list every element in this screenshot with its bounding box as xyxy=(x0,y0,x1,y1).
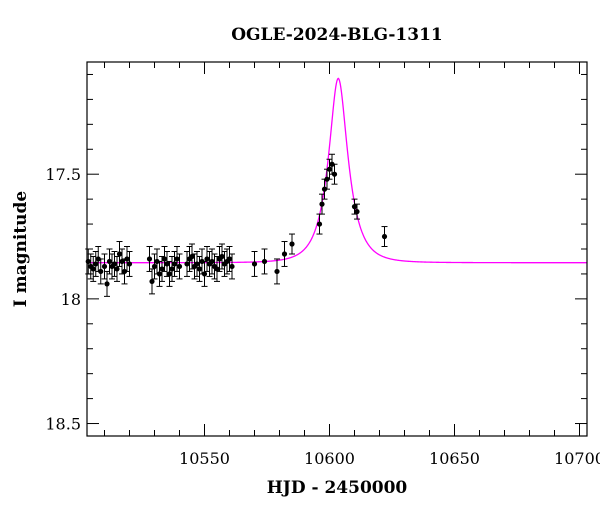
data-point xyxy=(261,248,268,275)
point-marker xyxy=(251,261,258,267)
data-point xyxy=(171,250,178,277)
point-marker xyxy=(381,233,388,240)
data-point xyxy=(161,246,168,272)
point-marker xyxy=(116,251,123,257)
data-point xyxy=(119,248,125,275)
point-marker xyxy=(119,258,125,265)
data-point xyxy=(176,253,183,280)
y-axis-label: I magnitude xyxy=(11,191,31,308)
data-point xyxy=(326,158,333,180)
point-marker xyxy=(281,251,288,257)
x-tick-label: 10700 xyxy=(554,449,600,468)
point-marker xyxy=(146,256,153,262)
data-point xyxy=(124,246,130,272)
point-marker xyxy=(319,201,325,207)
data-point xyxy=(281,241,288,267)
x-tick-label: 10650 xyxy=(429,449,480,468)
point-marker xyxy=(194,261,200,267)
point-marker xyxy=(124,256,130,262)
point-marker xyxy=(189,253,195,260)
data-point xyxy=(151,253,158,280)
data-point xyxy=(126,250,133,277)
data-point xyxy=(201,260,208,287)
point-marker xyxy=(156,271,163,277)
point-marker xyxy=(226,256,233,262)
point-marker xyxy=(93,261,99,267)
data-point xyxy=(219,243,225,270)
data-point xyxy=(214,255,220,282)
point-marker xyxy=(149,278,155,285)
data-point xyxy=(166,260,173,287)
point-marker xyxy=(90,266,96,272)
axis-ticks xyxy=(87,62,587,436)
point-marker xyxy=(111,261,118,267)
data-point xyxy=(184,250,190,277)
point-marker xyxy=(351,204,358,210)
model-curve-layer xyxy=(87,77,587,264)
point-marker xyxy=(331,171,338,177)
data-point xyxy=(146,246,153,272)
data-point xyxy=(116,241,123,267)
data-point xyxy=(274,258,280,285)
point-marker xyxy=(229,263,235,270)
point-marker xyxy=(171,261,178,267)
point-marker xyxy=(289,241,295,247)
point-marker xyxy=(114,266,120,272)
point-marker xyxy=(261,258,268,265)
data-point xyxy=(319,193,325,215)
point-marker xyxy=(176,263,183,270)
point-marker xyxy=(204,256,210,262)
data-point xyxy=(251,250,258,277)
data-point xyxy=(331,163,338,185)
point-marker xyxy=(316,221,323,227)
point-marker xyxy=(184,261,190,267)
point-marker xyxy=(164,261,170,267)
data-point xyxy=(97,258,104,285)
point-marker xyxy=(174,256,180,262)
plot-frame xyxy=(86,61,588,437)
point-marker xyxy=(214,266,220,272)
point-marker xyxy=(326,166,333,172)
data-point xyxy=(106,248,113,275)
point-marker xyxy=(126,261,133,267)
chart-title: OGLE-2024-BLG-1311 xyxy=(231,25,443,45)
data-point xyxy=(381,226,388,248)
data-point xyxy=(354,203,360,220)
data-point xyxy=(221,250,228,277)
data-point xyxy=(196,255,203,282)
point-marker xyxy=(151,263,158,270)
x-tick-label: 10550 xyxy=(179,449,230,468)
point-marker xyxy=(159,266,165,272)
y-tick-label: 17.5 xyxy=(45,165,81,184)
data-point xyxy=(85,248,92,275)
point-marker xyxy=(196,266,203,272)
point-marker xyxy=(219,253,225,260)
data-point xyxy=(316,213,323,235)
data-point xyxy=(229,253,235,280)
point-marker xyxy=(354,209,360,215)
point-marker xyxy=(169,266,175,272)
y-tick-label: 18 xyxy=(61,290,81,309)
model-curve xyxy=(87,77,587,264)
point-marker xyxy=(209,258,215,265)
point-marker xyxy=(161,256,168,262)
tick-labels: 10550 10600 10650 10700 17.5 18 18.5 xyxy=(45,165,600,468)
point-marker xyxy=(274,268,280,275)
data-point xyxy=(101,253,108,280)
point-marker xyxy=(166,271,173,277)
x-tick-label: 10600 xyxy=(304,449,355,468)
data-point xyxy=(204,246,210,272)
point-marker xyxy=(104,281,110,287)
point-marker xyxy=(98,268,104,275)
point-marker xyxy=(101,263,108,270)
point-marker xyxy=(106,258,113,265)
data-point xyxy=(194,250,200,277)
data-points-layer xyxy=(85,153,388,297)
data-point xyxy=(90,255,97,282)
point-marker xyxy=(201,271,208,277)
y-tick-label: 18.5 xyxy=(45,415,81,434)
x-axis-label: HJD - 2450000 xyxy=(267,478,408,498)
data-point xyxy=(289,233,295,255)
